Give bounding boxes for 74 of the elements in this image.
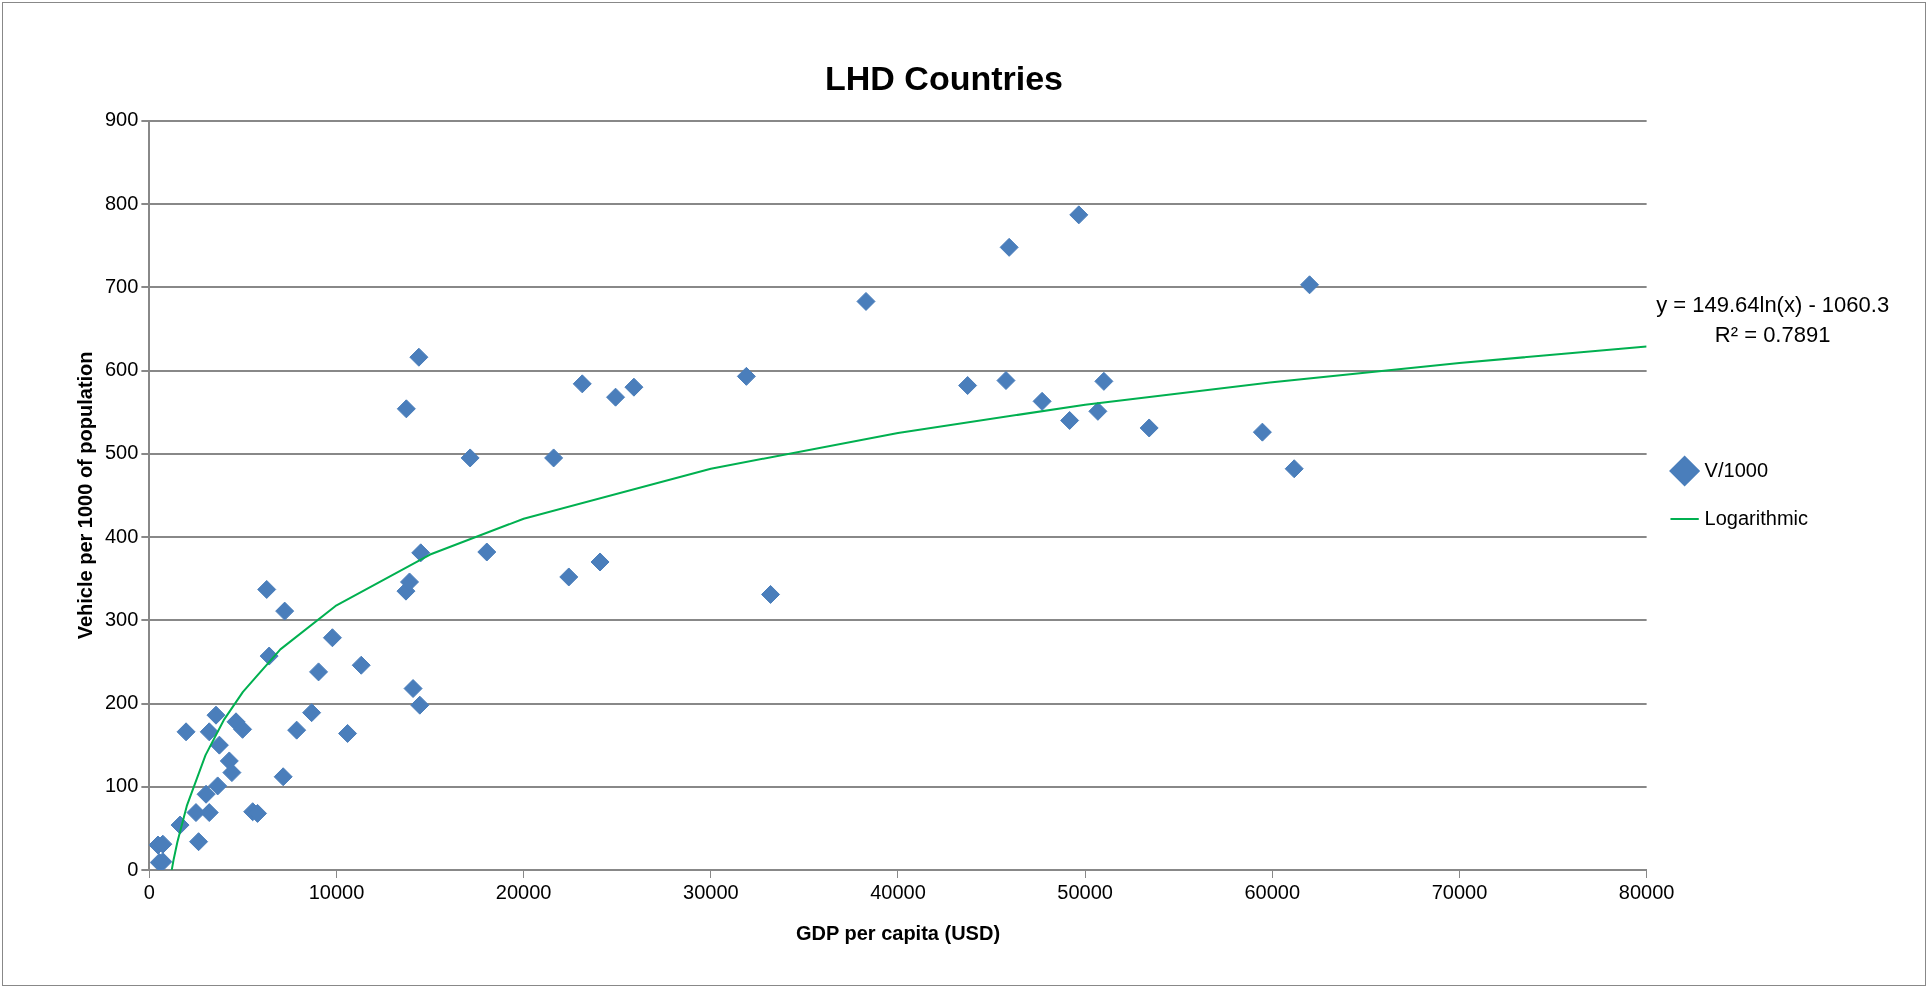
point <box>338 723 358 743</box>
point <box>351 655 371 675</box>
x-tick-label: 70000 <box>1431 880 1488 903</box>
y-tick-label: 400 <box>104 524 139 547</box>
y-tick-label: 800 <box>104 191 139 214</box>
point <box>275 601 295 621</box>
legend-label: V/1000 <box>1704 458 1769 481</box>
x-axis-title: GDP per capita (USD) <box>795 921 1001 944</box>
point <box>322 628 342 648</box>
point <box>1252 422 1272 442</box>
point <box>233 719 253 739</box>
y-tick-label: 100 <box>104 774 139 797</box>
y-tick-label: 900 <box>104 108 139 131</box>
point <box>403 679 423 699</box>
y-tick-label: 200 <box>104 691 139 714</box>
y-tick-label: 500 <box>104 441 139 464</box>
point <box>199 722 219 742</box>
point <box>400 572 420 592</box>
x-tick-label: 0 <box>143 880 155 903</box>
point <box>1060 410 1080 430</box>
point <box>477 542 497 562</box>
x-tick-label: 60000 <box>1244 880 1301 903</box>
y-axis-title: Vehicle per 1000 of population <box>73 351 96 640</box>
x-tick-label: 10000 <box>308 880 365 903</box>
point <box>176 722 196 742</box>
point <box>1088 401 1108 421</box>
point <box>544 448 564 468</box>
point <box>189 832 209 852</box>
x-tick-label: 80000 <box>1618 880 1675 903</box>
point <box>1300 275 1320 295</box>
chart-title: LHD Countries <box>825 58 1063 97</box>
point <box>302 703 322 723</box>
x-tick-label: 40000 <box>870 880 926 903</box>
legend-label: Logarithmic <box>1704 506 1809 529</box>
y-tick-label: 300 <box>104 607 139 630</box>
point <box>590 552 610 572</box>
point <box>460 448 480 468</box>
x-tick-label: 20000 <box>495 880 552 903</box>
point <box>208 776 228 796</box>
point <box>606 387 626 407</box>
point <box>396 399 416 419</box>
point <box>999 237 1019 257</box>
y-tick-label: 0 <box>127 857 139 880</box>
point <box>1069 205 1089 225</box>
point <box>209 735 229 755</box>
point <box>411 543 431 563</box>
point <box>624 377 644 397</box>
point <box>736 366 756 386</box>
y-tick-label: 700 <box>104 274 139 297</box>
point <box>1139 418 1159 438</box>
text: y = 149.64ln(x) - 1060.3 <box>1656 291 1890 317</box>
point <box>1284 459 1304 479</box>
x-tick-label: 30000 <box>683 880 739 903</box>
point <box>196 784 216 804</box>
y-tick-label: 600 <box>104 358 139 381</box>
point <box>996 371 1016 391</box>
point <box>559 567 579 587</box>
x-tick-label: 50000 <box>1057 880 1113 903</box>
point <box>287 720 307 740</box>
point <box>1032 391 1052 411</box>
point <box>257 579 277 599</box>
point <box>206 705 226 725</box>
point <box>273 767 293 787</box>
point <box>761 584 781 604</box>
point <box>958 376 978 396</box>
point <box>199 803 219 823</box>
point <box>856 291 876 311</box>
text: R² = 0.7891 <box>1714 321 1831 347</box>
point <box>409 347 429 367</box>
point <box>1094 371 1114 391</box>
point <box>410 695 430 715</box>
point <box>572 374 592 394</box>
point <box>222 763 242 783</box>
point <box>309 662 329 682</box>
